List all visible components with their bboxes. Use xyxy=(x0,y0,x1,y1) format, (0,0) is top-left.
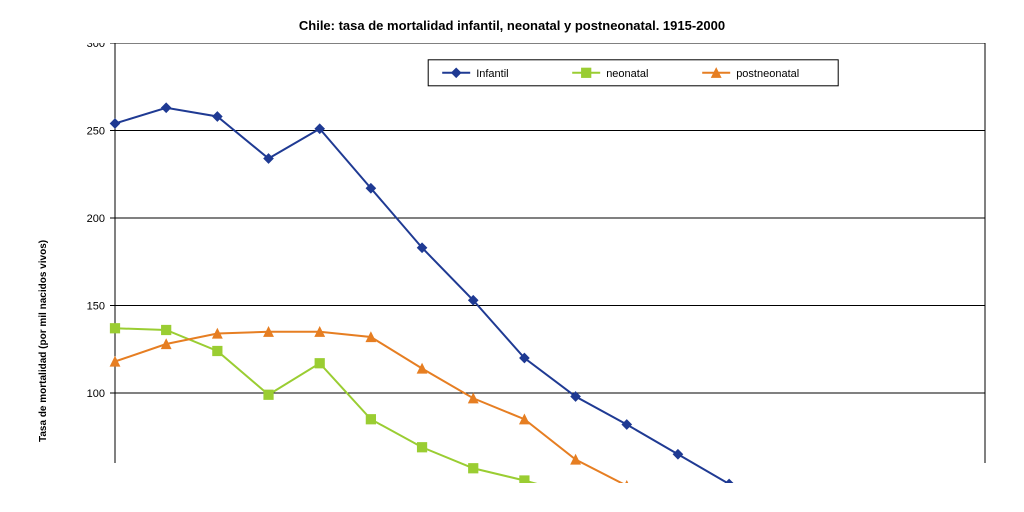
marker-square xyxy=(468,464,477,473)
chart-title: Chile: tasa de mortalidad infantil, neon… xyxy=(0,18,1024,33)
marker-square xyxy=(417,443,426,452)
marker-square xyxy=(366,415,375,424)
chart-svg: 100 150 200 250 300 Infantil neonatal postneona… xyxy=(20,43,1005,483)
chart-container: Tasa de mortalidad (por mil nacidos vivo… xyxy=(20,43,1005,483)
marker-square xyxy=(315,359,324,368)
y-tick-label: 150 xyxy=(86,301,104,313)
legend-label: neonatal xyxy=(606,68,648,80)
marker-square xyxy=(263,390,272,399)
y-tick-label: 250 xyxy=(86,126,104,138)
marker-square xyxy=(519,476,528,483)
y-tick-label: 200 xyxy=(86,213,104,225)
legend-label: postneonatal xyxy=(736,68,799,80)
legend-label: Infantil xyxy=(476,68,508,80)
y-tick-label: 300 xyxy=(86,43,104,50)
marker-square xyxy=(161,325,170,334)
marker-square xyxy=(212,346,221,355)
marker-square xyxy=(110,324,119,333)
marker-triangle xyxy=(622,481,631,483)
y-tick-label: 100 xyxy=(86,388,104,400)
marker-square xyxy=(581,68,590,77)
y-axis-label: Tasa de mortalidad (por mil nacidos vivo… xyxy=(38,240,49,442)
